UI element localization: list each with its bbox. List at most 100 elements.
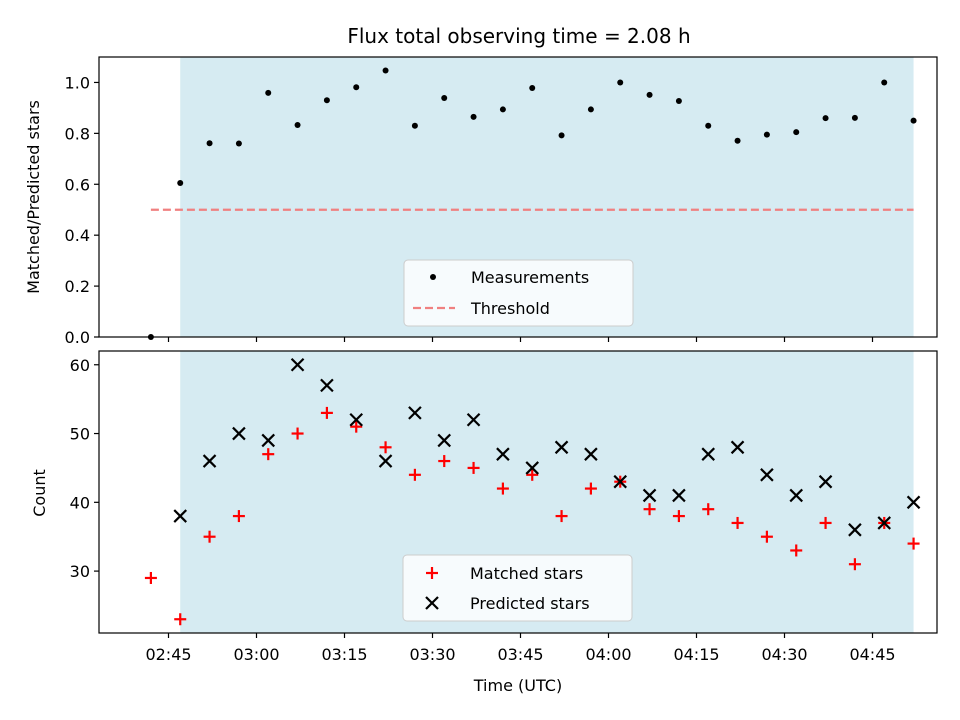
- predicted-star-point: [613, 474, 628, 489]
- legend-measurements-marker: [430, 274, 436, 280]
- bottom-y-tick-label: 60: [70, 356, 90, 375]
- matched-star-point: [144, 571, 157, 584]
- measurement-point: [851, 114, 858, 121]
- x-tick-label: 02:45: [145, 645, 191, 664]
- measurement-point: [265, 89, 272, 96]
- top-y-tick-label: 0.4: [65, 226, 90, 245]
- x-tick-label: 04:45: [849, 645, 895, 664]
- matched-star-point: [643, 503, 656, 516]
- x-tick-label: 03:30: [409, 645, 455, 664]
- bottom-y-tick-label: 50: [70, 425, 90, 444]
- predicted-star-point: [730, 440, 745, 455]
- matched-star-point: [584, 482, 597, 495]
- matched-star-point: [496, 482, 509, 495]
- measurement-point: [646, 91, 653, 98]
- bottom-legend-box: [402, 554, 633, 622]
- legend-predicted-label: Predicted stars: [470, 594, 590, 613]
- legend-predicted-marker: [425, 596, 439, 610]
- predicted-star-point: [378, 454, 393, 468]
- predicted-star-point: [320, 378, 334, 393]
- measurement-point: [822, 115, 829, 122]
- matched-star-point: [232, 510, 245, 523]
- matched-star-point: [819, 516, 832, 529]
- legend-matched-label: Matched stars: [470, 564, 583, 583]
- matched-star-point: [526, 468, 539, 481]
- matched-star-point: [790, 544, 803, 557]
- matched-star-point: [438, 455, 451, 468]
- x-axis-label: Time (UTC): [473, 676, 562, 695]
- matched-star-point: [291, 427, 304, 440]
- top-plot-frame: [98, 56, 938, 338]
- legend-matched-marker: [426, 567, 438, 579]
- measurement-point: [499, 106, 506, 113]
- predicted-star-point: [642, 488, 657, 503]
- top-legend: Measurements Threshold: [403, 259, 634, 327]
- measurement-point: [470, 113, 477, 120]
- measurement-point: [881, 79, 888, 86]
- top-y-tick-label: 0.0: [65, 328, 90, 347]
- matched-star-point: [731, 516, 744, 529]
- measurement-point: [206, 140, 213, 147]
- predicted-star-point: [408, 406, 422, 420]
- top-y-axis-label: Matched/Predicted stars: [24, 100, 43, 294]
- matched-star-point: [379, 441, 392, 454]
- top-y-tick-label: 0.8: [65, 124, 90, 143]
- bottom-legend: Matched stars Predicted stars: [402, 554, 633, 622]
- predicted-star-point: [261, 433, 276, 448]
- predicted-star-point: [877, 516, 892, 530]
- predicted-star-point: [818, 474, 833, 489]
- predicted-star-point: [232, 426, 246, 441]
- bottom-y-axis-label: Count: [30, 469, 49, 517]
- x-tick-label: 03:15: [321, 645, 367, 664]
- matched-star-point: [467, 461, 480, 474]
- measurement-point: [323, 97, 330, 104]
- measurement-point: [529, 85, 536, 92]
- x-tick-label: 03:00: [233, 645, 279, 664]
- predicted-star-point: [525, 461, 540, 475]
- measurement-point: [793, 129, 800, 136]
- predicted-star-point: [701, 447, 716, 461]
- measurement-point: [910, 117, 917, 124]
- bottom-y-tick-label: 30: [70, 562, 90, 581]
- top-legend-box: [403, 259, 634, 327]
- legend-measurements-label: Measurements: [471, 268, 589, 287]
- predicted-star-point: [349, 413, 364, 427]
- matched-star-point: [672, 510, 685, 523]
- matched-star-point: [320, 406, 333, 419]
- predicted-star-point: [848, 523, 862, 537]
- predicted-star-point: [584, 447, 598, 461]
- predicted-star-point: [437, 433, 452, 448]
- x-tick-label: 03:45: [497, 645, 543, 664]
- measurement-point: [382, 67, 389, 74]
- predicted-star-point: [760, 468, 774, 482]
- matched-star-point: [702, 503, 715, 516]
- matched-star-point: [907, 537, 920, 550]
- measurement-point: [705, 122, 712, 129]
- predicted-star-point: [789, 488, 804, 503]
- measurement-point: [441, 94, 448, 101]
- matched-star-point: [262, 448, 275, 461]
- predicted-star-point: [672, 488, 686, 503]
- predicted-star-point: [554, 440, 569, 455]
- x-tick-label: 04:00: [585, 645, 631, 664]
- matched-star-point: [760, 530, 773, 543]
- x-tick-label: 04:30: [761, 645, 807, 664]
- matched-star-point: [174, 613, 187, 626]
- legend-threshold-label: Threshold: [470, 299, 550, 318]
- chart-title: Flux total observing time = 2.08 h: [347, 24, 690, 48]
- measurement-point: [675, 98, 682, 105]
- measurement-point: [411, 122, 418, 129]
- top-y-tick-label: 1.0: [65, 73, 90, 92]
- predicted-star-point: [173, 509, 188, 523]
- measurement-point: [763, 131, 770, 138]
- measurement-point: [177, 180, 184, 186]
- top-y-tick-label: 0.2: [65, 277, 90, 296]
- predicted-star-point: [496, 447, 510, 461]
- matched-star-point: [848, 558, 861, 571]
- measurement-point: [235, 140, 242, 147]
- matched-star-point: [350, 420, 363, 433]
- predicted-star-point: [906, 495, 921, 510]
- matched-star-point: [408, 468, 421, 481]
- measurement-point: [617, 79, 624, 86]
